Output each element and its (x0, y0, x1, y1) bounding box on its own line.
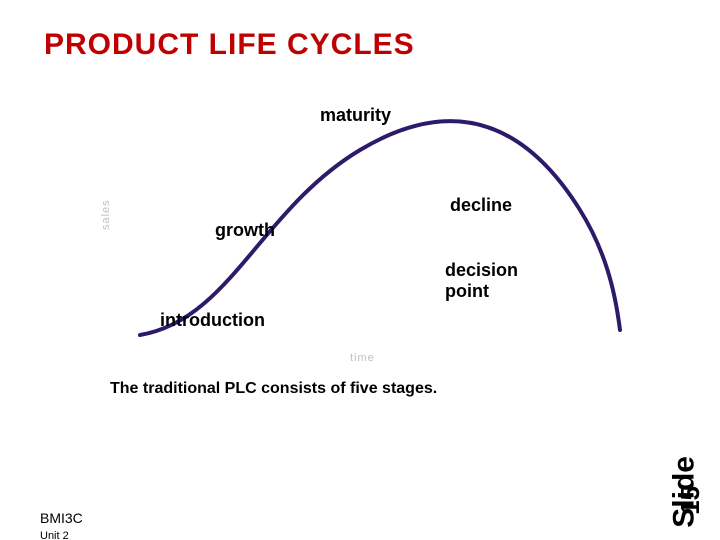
slide-number: 15 (675, 486, 706, 515)
caption: The traditional PLC consists of five sta… (110, 380, 437, 398)
slide-title: PRODUCT LIFE CYCLES (44, 28, 415, 62)
stage-growth: growth (215, 220, 275, 241)
stage-maturity: maturity (320, 105, 391, 126)
course-code: BMI3C (40, 510, 83, 526)
stage-decision: decisionpoint (445, 260, 518, 302)
slide-root: PRODUCT LIFE CYCLES sales time maturity … (0, 0, 720, 540)
x-axis-label: time (350, 352, 375, 364)
y-axis-label: sales (100, 199, 112, 230)
stage-decline: decline (450, 195, 512, 216)
plc-curve-path (140, 121, 620, 335)
unit-label: Unit 2 (40, 530, 69, 540)
stage-introduction: introduction (160, 310, 265, 331)
